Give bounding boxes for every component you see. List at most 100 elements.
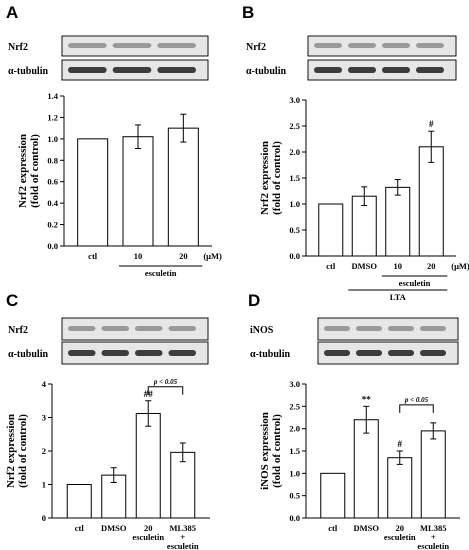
significance-mark: #: [429, 119, 434, 129]
bar: [385, 186, 411, 257]
x-tick-label: ctl: [326, 261, 336, 271]
significance-bracket: [399, 404, 434, 413]
y-axis-title: Nrf2 expression: [17, 134, 29, 208]
panel-label: C: [6, 291, 18, 310]
blot-label: Nrf2: [8, 325, 28, 336]
x-tick-label: esculetin: [167, 541, 199, 550]
group-label: esculetin: [399, 278, 431, 288]
blot-band: [324, 326, 350, 331]
y-tick-label: 0.8: [47, 155, 58, 165]
y-tick-label: 1.5: [289, 173, 300, 183]
blot-label: Nrf2: [8, 42, 28, 53]
x-tick-label: ML385: [170, 523, 196, 533]
bar: [420, 430, 446, 519]
blot-band: [68, 326, 96, 331]
blot-band: [157, 43, 196, 48]
y-tick-label: 2.5: [289, 121, 300, 131]
y-tick-label: 0.6: [47, 177, 58, 187]
panel-label: B: [242, 3, 254, 22]
x-tick-label: 20: [144, 523, 153, 533]
group-label: esculetin: [145, 268, 177, 278]
blot-band: [314, 43, 342, 48]
blot-band: [356, 326, 382, 331]
x-tick-label: esculetin: [132, 532, 164, 542]
unit-label: (μM): [451, 261, 469, 271]
y-tick-label: 3: [42, 413, 46, 423]
blot-band: [168, 326, 196, 331]
x-tick-label: esculetin: [384, 532, 416, 542]
y-axis-title: iNOS expression: [259, 412, 271, 490]
x-tick-label: 10: [134, 251, 143, 261]
y-tick-label: 1.2: [47, 112, 58, 122]
bar: [167, 127, 199, 247]
blot-band: [68, 350, 96, 356]
p-value-label: p < 0.05: [404, 396, 429, 404]
blot-band: [324, 350, 350, 356]
blot-label: α-tubulin: [246, 66, 286, 77]
x-tick-label: +: [180, 532, 185, 542]
p-value-label: p < 0.05: [153, 378, 178, 386]
blot-band: [420, 350, 446, 356]
x-tick-label: 10: [394, 261, 403, 271]
blot-band: [348, 67, 376, 73]
y-tick-label: 0: [42, 513, 46, 523]
y-tick-label: 2.0: [289, 147, 300, 157]
blot-strip: [61, 317, 209, 341]
y-tick-label: 0.0: [47, 241, 58, 251]
x-tick-label: 20: [427, 261, 436, 271]
x-tick-label: ctl: [328, 523, 338, 533]
panel-C: C Nrf2 α-tubulin 0 1 2 3 4 Nrf2 expression (fold …: [5, 291, 210, 550]
x-tick-label: ctl: [88, 251, 98, 261]
bar: [66, 484, 92, 519]
blot-band: [135, 350, 163, 356]
plot-area: 0 1 2 3 4 Nrf2 expression (fold of control) ctl…: [5, 378, 210, 550]
blot-label: α-tubulin: [8, 66, 48, 77]
blot-label: α-tubulin: [250, 349, 290, 360]
x-tick-label: ML385: [420, 523, 446, 533]
x-tick-label: 20: [396, 523, 405, 533]
blot-band: [356, 350, 382, 356]
blot-label: Nrf2: [246, 42, 266, 53]
x-tick-label: ctl: [75, 523, 85, 533]
blot-band: [420, 326, 446, 331]
y-tick-label: 4: [42, 379, 47, 389]
y-tick-label: 0.2: [47, 220, 58, 230]
y-tick-label: 1: [42, 480, 46, 490]
y-tick-label: 1.5: [289, 446, 300, 456]
bar: [418, 146, 444, 257]
x-tick-label: +: [431, 532, 436, 542]
y-tick-label: 0.5: [289, 491, 300, 501]
blot-label: α-tubulin: [8, 349, 48, 360]
blot-band: [101, 326, 129, 331]
x-tick-label: DMSO: [354, 523, 380, 533]
panel-B: B Nrf2 α-tubulin 0.0 0.5 1.0 1.5 2.0 2.5 3.0 Nrf2 …: [242, 3, 469, 302]
blot-band: [168, 350, 196, 356]
x-tick-label: DMSO: [101, 523, 127, 533]
y-tick-label: 0.4: [47, 198, 58, 208]
y-tick-label: 0.0: [289, 513, 300, 523]
y-tick-label: 2.0: [289, 424, 300, 434]
blot-band: [112, 67, 152, 73]
y-tick-label: 1.0: [289, 468, 300, 478]
blot-band: [135, 326, 163, 331]
plot-area: 0.0 0.5 1.0 1.5 2.0 2.5 3.0 Nrf2 expression (fol…: [259, 95, 469, 302]
plot-area: 0.0 0.5 1.0 1.5 2.0 2.5 3.0 iNOS expression (fol…: [259, 379, 460, 550]
significance-mark: #: [398, 439, 403, 449]
blot-band: [416, 43, 444, 48]
blot-band: [314, 67, 342, 73]
blot-strip: [307, 35, 457, 57]
panel-label: D: [248, 291, 260, 310]
y-tick-label: 1.0: [47, 134, 58, 144]
y-axis-title: (fold of control): [17, 414, 29, 488]
x-tick-label: 20: [179, 251, 188, 261]
blot-band: [157, 67, 196, 73]
blot-band: [68, 67, 107, 73]
y-axis-title: (fold of control): [271, 141, 283, 215]
blot-band: [112, 43, 152, 48]
bar: [122, 136, 154, 247]
y-axis-title: (fold of control): [271, 414, 283, 488]
bar: [351, 195, 377, 257]
